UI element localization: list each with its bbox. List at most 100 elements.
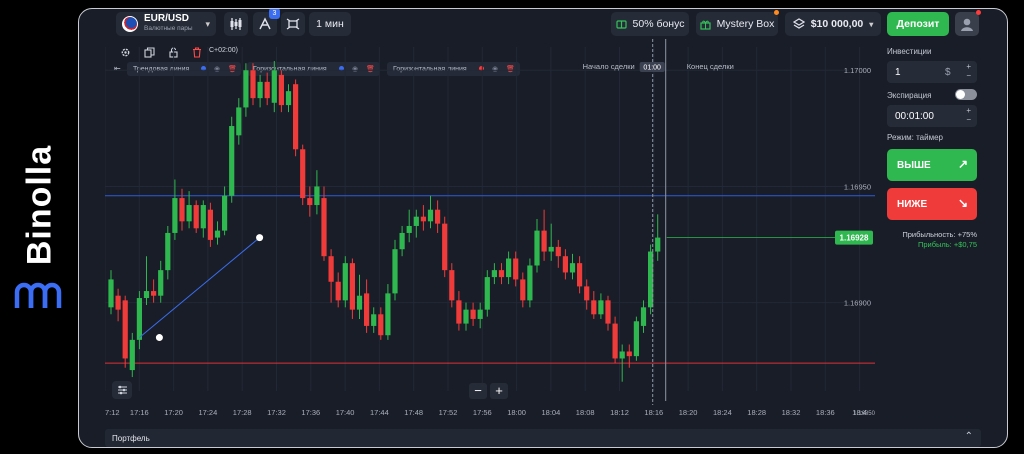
trash-icon[interactable]: 🗑	[228, 66, 237, 73]
expiration-label: Экспирация	[887, 91, 932, 100]
x-tick-label: 18:04	[542, 408, 561, 417]
candle-body	[250, 70, 256, 99]
x-tick-label: 17:20	[164, 408, 183, 417]
drawing-item-label: Трендовая линия	[133, 65, 190, 73]
candle-body	[591, 300, 597, 315]
chevron-down-icon: ▾	[205, 18, 210, 29]
candle-body	[165, 232, 171, 271]
timer-badge	[639, 62, 665, 72]
profit-label: Прибыль: +$0,75	[917, 240, 977, 249]
trend-line-segment[interactable]	[139, 237, 260, 338]
candle-body	[158, 270, 164, 296]
candle-body	[584, 286, 590, 301]
investment-input[interactable]: 1 $ + −	[887, 61, 977, 83]
trend-line-handle[interactable]	[155, 334, 163, 342]
candle-body	[470, 309, 476, 319]
asset-selector[interactable]: EUR/USD Валютные пары ▾	[116, 12, 216, 36]
candle-body	[356, 295, 363, 310]
profile-avatar[interactable]	[955, 10, 981, 36]
trend-line[interactable]	[139, 234, 264, 342]
x-tick-label: 17:32	[267, 408, 286, 417]
drawing-item-horizontal-line-red[interactable]: Горизонтальная линия ◉ 🗑	[387, 62, 520, 76]
drawing-item-horizontal-line-blue[interactable]: Горизонтальная линия ◉ 🗑	[247, 62, 380, 76]
trade-panel: Инвестиции 1 $ + − Экспирация 00:01:00 + −…	[887, 39, 981, 249]
drawing-item-trend-line[interactable]: Трендовая линия ◉ 🗑	[127, 62, 241, 76]
eye-icon[interactable]: ◉	[214, 66, 221, 73]
zoom-out-button[interactable]: −	[469, 383, 487, 399]
candlestick-chart[interactable]: 7:12 17:16 17:20 17:24 17:28 17:32 17:36 17:40 1…	[105, 39, 885, 429]
drawings-button[interactable]	[281, 12, 305, 36]
x-tick-label: 17:56	[473, 408, 492, 417]
candle-body	[214, 230, 221, 238]
x-tick-label: 18:16	[644, 408, 663, 417]
chevron-up-icon[interactable]: ⌃	[964, 431, 973, 442]
user-icon	[961, 18, 973, 31]
x-tick-label: 17:24	[199, 408, 218, 417]
top-bar: EUR/USD Валютные пары ▾ 3 1 мин 50% бону…	[79, 9, 1007, 39]
balance-value: $10 000,00	[810, 18, 864, 30]
y-axis: 1.17000 1.16950 1.16900 1.16850	[844, 66, 876, 417]
trash-icon[interactable]: 🗑	[506, 66, 515, 73]
drawing-item-label: Горизонтальная линия	[253, 65, 327, 73]
x-tick-label: 18:24	[713, 408, 732, 417]
candle-body	[264, 81, 270, 99]
candle-body	[335, 281, 341, 301]
chart-settings-button[interactable]	[112, 381, 132, 399]
zoom-in-button[interactable]: +	[490, 383, 508, 399]
bonus-label: 50% бонус	[632, 18, 685, 30]
lock-button[interactable]	[163, 43, 183, 61]
eye-icon[interactable]: ◉	[352, 66, 359, 73]
copy-button[interactable]	[139, 43, 159, 61]
indicators-button[interactable]: 3	[253, 9, 280, 36]
mode-label: Режим: таймер	[887, 133, 943, 142]
candles	[108, 60, 661, 382]
settings-button[interactable]	[115, 43, 135, 61]
candle-body	[342, 263, 348, 301]
investment-stepper[interactable]: + −	[966, 62, 971, 80]
x-tick-label: 17:52	[439, 408, 458, 417]
candle-body	[122, 300, 128, 359]
wallet-icon	[792, 18, 805, 29]
portfolio-bar[interactable]: Портфель ⌃	[105, 429, 981, 447]
timer-label: 01:00	[643, 65, 661, 72]
trend-line-handle[interactable]	[256, 234, 264, 242]
candle-body	[321, 198, 327, 257]
x-tick-label: 17:40	[336, 408, 355, 417]
candle-body	[364, 293, 370, 326]
deposit-button[interactable]: Депозит	[887, 12, 949, 36]
candle-body	[484, 277, 490, 310]
balance-selector[interactable]: $10 000,00 ▾	[785, 12, 881, 36]
candle-body	[541, 230, 547, 252]
x-tick-label: 18:32	[782, 408, 801, 417]
x-tick-label: 17:48	[404, 408, 423, 417]
x-tick-label: 17:28	[233, 408, 252, 417]
candle-body	[577, 263, 583, 287]
candle-body	[619, 351, 625, 359]
bonus-button[interactable]: 50% бонус	[611, 12, 689, 36]
x-tick-label: 18:4	[852, 408, 867, 417]
candle-body	[179, 198, 185, 222]
delete-button[interactable]	[187, 43, 207, 61]
expiration-stepper[interactable]: + −	[966, 106, 971, 124]
trash-icon[interactable]: 🗑	[366, 66, 375, 73]
candle-body	[151, 291, 157, 296]
candles-type-button[interactable]	[224, 12, 248, 36]
higher-button[interactable]: ВЫШЕ ↗	[887, 149, 977, 181]
trade-start-label: Начало сделки	[583, 62, 635, 71]
candle-body	[562, 256, 568, 273]
lower-button[interactable]: НИЖЕ ↘	[887, 188, 977, 220]
collapse-drawings-icon[interactable]: ⇤	[114, 64, 121, 73]
mystery-box-button[interactable]: Mystery Box	[696, 10, 779, 36]
expiration-input[interactable]: 00:01:00 + −	[887, 105, 977, 127]
eye-icon[interactable]: ◉	[492, 66, 499, 73]
indicators-icon	[259, 17, 271, 30]
y-tick-label: 1.17000	[844, 66, 871, 75]
brand-wordmark: Binolla	[20, 144, 59, 266]
candle-body	[328, 256, 334, 282]
timeframe-selector[interactable]: 1 мин	[309, 12, 351, 36]
expiration-toggle[interactable]	[955, 89, 977, 100]
candle-body	[569, 263, 576, 273]
price-chart[interactable]: 7:12 17:16 17:20 17:24 17:28 17:32 17:36 17:40 1…	[105, 39, 885, 429]
timezone-label: C+02:00)	[209, 47, 238, 54]
indicators-count-badge: 3	[269, 9, 280, 19]
